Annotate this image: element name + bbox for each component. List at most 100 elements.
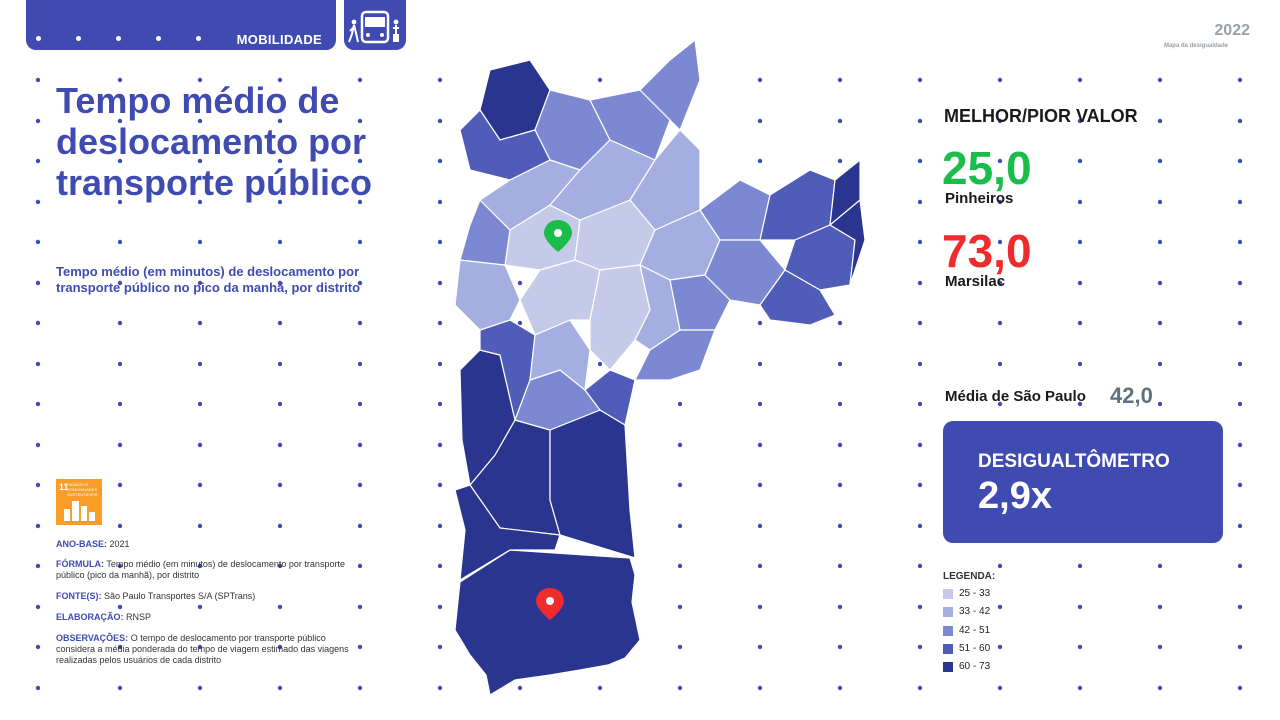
grid-dot	[1077, 280, 1083, 286]
grid-dot	[1077, 604, 1083, 610]
grid-dot	[197, 604, 203, 610]
grid-dot	[1077, 239, 1083, 245]
grid-dot	[1237, 401, 1243, 407]
grid-dot	[917, 604, 923, 610]
grid-dot	[357, 523, 363, 529]
worst-district: Marsilac	[945, 273, 1006, 290]
meta-value: O tempo de deslocamento por transporte p…	[56, 633, 349, 665]
grid-dot	[117, 442, 123, 448]
grid-dot	[117, 482, 123, 488]
district-se	[584, 369, 636, 426]
grid-dot	[1157, 401, 1163, 407]
grid-dot	[1237, 77, 1243, 83]
grid-dot	[357, 320, 363, 326]
grid-dot	[357, 401, 363, 407]
grid-dot	[1237, 685, 1243, 691]
grid-dot	[35, 320, 41, 326]
meta-formula: FÓRMULA: Tempo médio (em minutos) de des…	[56, 559, 366, 581]
meta-source: FONTE(S): São Paulo Transportes S/A (SPT…	[56, 591, 366, 602]
grid-dot	[277, 239, 283, 245]
grid-dot	[35, 280, 41, 286]
grid-dot	[1157, 280, 1163, 286]
logo-caption: Mapa da desigualdade	[1163, 43, 1228, 49]
district-north-8	[629, 129, 701, 231]
grid-dot	[917, 158, 923, 164]
desigualtometro-label: DESIGUALTÔMETRO	[978, 451, 1170, 472]
legend-label: 33 - 42	[959, 606, 991, 617]
grid-dot	[917, 442, 923, 448]
meta-value: Tempo médio (em minutos) de deslocamento…	[56, 559, 345, 580]
grid-dot	[1237, 361, 1243, 367]
district-east-9	[634, 329, 716, 381]
meta-key: FONTE(S):	[56, 591, 102, 601]
best-worst-heading: MELHOR/PIOR VALOR	[944, 106, 1138, 126]
grid-dot	[197, 401, 203, 407]
grid-dot	[277, 685, 283, 691]
grid-dot	[1157, 199, 1163, 205]
logo-2022: 2022 Mapa da desigualdade	[1140, 22, 1250, 62]
grid-dot	[997, 320, 1003, 326]
meta-value: RNSP	[123, 612, 152, 622]
grid-dot	[117, 239, 123, 245]
average-value: 42,0	[1110, 383, 1153, 408]
average-label: Média de São Paulo	[945, 388, 1086, 405]
grid-dot	[197, 320, 203, 326]
sdg-number: 11	[59, 482, 69, 492]
grid-dot	[35, 442, 41, 448]
grid-dot	[1237, 442, 1243, 448]
grid-dot	[997, 604, 1003, 610]
grid-dot	[1237, 158, 1243, 164]
grid-dot	[1157, 563, 1163, 569]
grid-dot	[997, 361, 1003, 367]
grid-dot	[917, 239, 923, 245]
meta-key: OBSERVAÇÕES:	[56, 633, 129, 643]
grid-dot	[35, 523, 41, 529]
legend-label: 25 - 33	[959, 588, 991, 599]
legend-swatch	[943, 607, 953, 617]
grid-dot	[1237, 563, 1243, 569]
grid-dot	[917, 118, 923, 124]
grid-dot	[1077, 644, 1083, 650]
bus-pedestrian-icon	[344, 0, 406, 50]
desigualtometro-card: DESIGUALTÔMETRO 2,9x	[943, 421, 1223, 543]
grid-dot	[117, 401, 123, 407]
legend-label: 42 - 51	[959, 625, 991, 636]
grid-dot	[35, 361, 41, 367]
district-far-east-2	[829, 199, 866, 286]
grid-dot	[1077, 361, 1083, 367]
grid-dot	[1237, 118, 1243, 124]
grid-dot	[1157, 320, 1163, 326]
section-label: MOBILIDADE	[236, 32, 322, 47]
best-district: Pinheiros	[945, 190, 1014, 207]
grid-dot	[197, 239, 203, 245]
page-subtitle: Tempo médio (em minutos) de deslocamento…	[56, 264, 361, 295]
grid-dot	[117, 523, 123, 529]
page-title: Tempo médio de deslocamento por transpor…	[56, 80, 373, 203]
sdg-11-badge: 11 CIDADES E COMUNIDADES SUSTENTÁVEIS	[56, 479, 102, 525]
grid-dot	[1157, 239, 1163, 245]
banner-dot	[76, 36, 81, 41]
grid-dot	[197, 523, 203, 529]
grid-dot	[917, 199, 923, 205]
grid-dot	[277, 482, 283, 488]
grid-dot	[277, 361, 283, 367]
district-center-4	[589, 264, 651, 371]
grid-dot	[117, 604, 123, 610]
worst-marker-pin-icon	[536, 588, 564, 620]
grid-dot	[1157, 361, 1163, 367]
grid-dot	[917, 644, 923, 650]
desigualtometro-value: 2,9x	[978, 475, 1052, 517]
best-value: 25,0	[942, 142, 1032, 194]
grid-dot	[1237, 199, 1243, 205]
legend-swatch	[943, 626, 953, 636]
grid-dot	[1237, 604, 1243, 610]
grid-dot	[1077, 199, 1083, 205]
grid-dot	[35, 685, 41, 691]
grid-dot	[35, 239, 41, 245]
grid-dot	[35, 482, 41, 488]
district-marsilac	[454, 549, 641, 696]
grid-dot	[35, 158, 41, 164]
worst-value: 73,0	[942, 225, 1032, 277]
legend-swatch	[943, 662, 953, 672]
grid-dot	[917, 685, 923, 691]
